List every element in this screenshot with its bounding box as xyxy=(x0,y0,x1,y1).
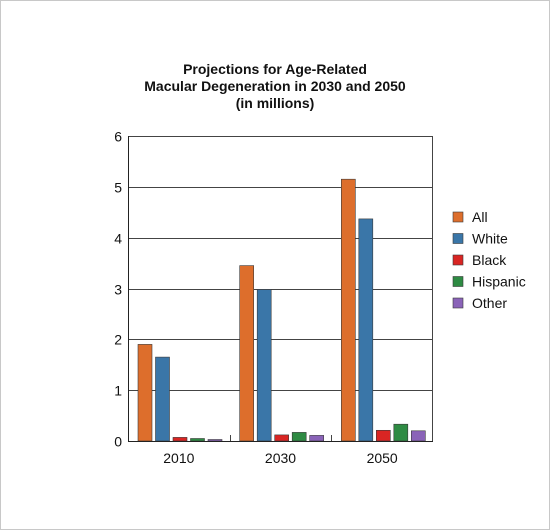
tick-labels: 0 1 2 3 4 5 6 2010 2030 2050 xyxy=(114,129,398,467)
bars xyxy=(137,178,426,442)
chart-title-line-3: (in millions) xyxy=(235,95,315,111)
y-tick-label: 0 xyxy=(114,434,122,450)
bar-white-2010 xyxy=(155,356,170,442)
x-tick-label: 2030 xyxy=(265,450,296,466)
bar-hispanic-2010 xyxy=(190,438,205,442)
legend-label-black: Black xyxy=(472,252,507,268)
legend-swatch-black xyxy=(452,254,464,266)
y-tick-label: 5 xyxy=(114,180,122,196)
y-tick-label: 3 xyxy=(114,282,122,298)
x-tick-label: 2010 xyxy=(163,450,194,466)
legend-swatch-white xyxy=(452,233,464,244)
bar-all-2010 xyxy=(137,344,153,442)
legend: All White Black Hispanic Other xyxy=(452,209,526,311)
axes xyxy=(128,136,433,442)
legend-swatch-hispanic xyxy=(452,276,464,287)
y-tick-label: 2 xyxy=(114,332,122,348)
legend-swatch-other xyxy=(452,297,464,309)
legend-swatch-all xyxy=(452,211,464,223)
bar-black-2010 xyxy=(172,437,188,442)
y-tick-label: 1 xyxy=(114,383,122,399)
legend-label-hispanic: Hispanic xyxy=(472,274,526,290)
bar-other-2050 xyxy=(410,430,426,442)
legend-label-white: White xyxy=(472,231,508,247)
bar-hispanic-2030 xyxy=(291,432,307,442)
bar-white-2030 xyxy=(256,289,272,442)
y-tick-label: 6 xyxy=(114,129,122,145)
gridlines xyxy=(128,136,433,391)
bar-all-2030 xyxy=(239,265,254,442)
bar-hispanic-2050 xyxy=(393,423,409,442)
chart-title-line-2: Macular Degeneration in 2030 and 2050 xyxy=(144,78,406,94)
legend-label-other: Other xyxy=(472,295,507,311)
chart-title-line-1: Projections for Age-Related xyxy=(183,61,367,77)
bar-white-2050 xyxy=(358,218,374,442)
bar-all-2050 xyxy=(340,178,356,442)
bar-other-2010 xyxy=(207,439,223,442)
bar-black-2050 xyxy=(375,429,391,442)
x-tick-label: 2050 xyxy=(367,450,398,466)
y-tick-label: 4 xyxy=(114,231,122,247)
legend-label-all: All xyxy=(472,209,488,225)
bar-black-2030 xyxy=(274,434,290,442)
bar-other-2030 xyxy=(309,435,325,442)
